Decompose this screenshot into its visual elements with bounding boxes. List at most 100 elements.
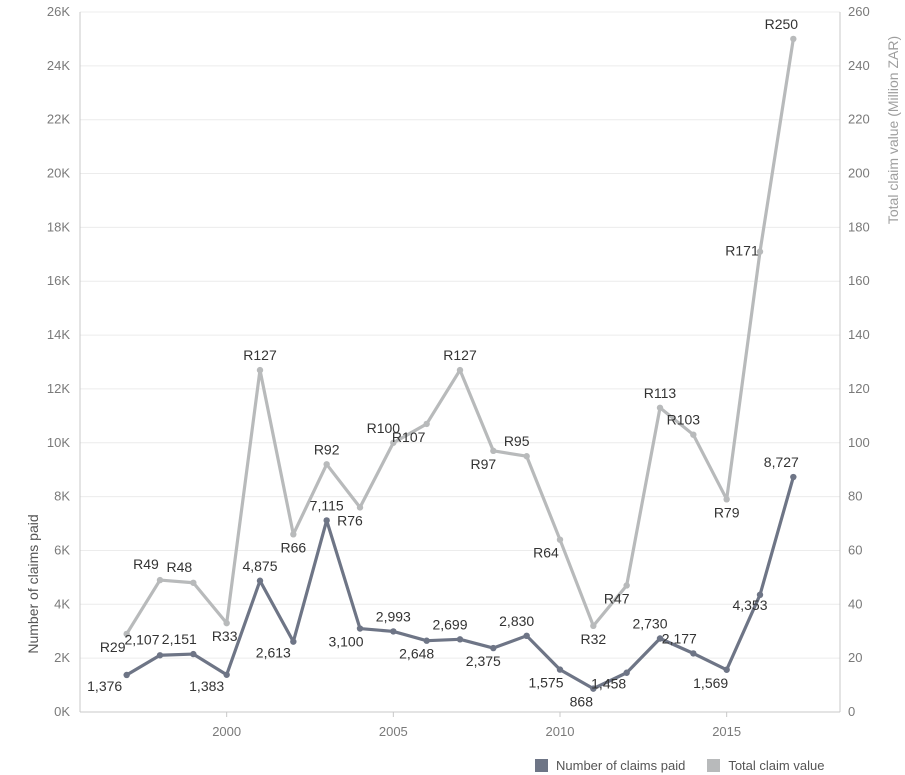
data-label-claims-count: 4,875 xyxy=(242,558,277,574)
data-point-claims-count xyxy=(290,638,297,645)
data-point-claims-count xyxy=(390,628,397,635)
y-left-tick-label: 14K xyxy=(47,327,70,342)
data-label-claim-value: R100 xyxy=(367,420,401,436)
data-point-claim-value xyxy=(723,496,730,503)
y-right-tick-label: 140 xyxy=(848,327,870,342)
y-right-tick-label: 100 xyxy=(848,435,870,450)
data-label-claim-value: R48 xyxy=(166,559,192,575)
data-point-claim-value xyxy=(223,619,230,627)
data-point-claim-value xyxy=(290,531,297,538)
data-point-claim-value xyxy=(123,630,130,638)
data-point-claims-count xyxy=(423,637,430,644)
data-label-claims-count: 3,100 xyxy=(328,634,363,650)
y-left-tick-label: 22K xyxy=(47,112,70,127)
data-point-claim-value xyxy=(456,366,464,374)
y-right-tick-label: 160 xyxy=(848,273,870,288)
data-label-claim-value: R103 xyxy=(667,412,701,428)
x-tick-label: 2010 xyxy=(546,724,575,739)
y-right-tick-label: 120 xyxy=(848,381,870,396)
data-point-claims-count xyxy=(323,517,330,524)
x-tick-label: 2005 xyxy=(379,724,408,739)
data-label-claims-count: 2,151 xyxy=(162,631,197,647)
data-point-claims-count xyxy=(556,666,564,673)
data-label-claims-count: 2,177 xyxy=(662,630,697,646)
y-left-tick-label: 6K xyxy=(54,542,70,557)
y-left-tick-label: 16K xyxy=(47,273,70,288)
data-point-claims-count xyxy=(756,591,764,599)
data-label-claims-count: 868 xyxy=(570,694,594,710)
data-labels: 1,376 2,107 2,151 1,383 4,875 2,613 7,115 3,100… xyxy=(87,16,799,710)
data-point-claims-count xyxy=(356,625,364,632)
data-label-claim-value: R76 xyxy=(337,512,363,528)
data-label-claim-value: R92 xyxy=(314,441,340,457)
left-axis-title: Number of claims paid xyxy=(25,514,41,653)
data-point-claim-value xyxy=(156,576,164,584)
legend-swatch-claims-count xyxy=(535,759,548,772)
data-point-claim-value xyxy=(556,536,564,543)
y-right-tick-label: 40 xyxy=(848,596,862,611)
data-label-claim-value: R29 xyxy=(100,639,126,655)
y-left-tick-label: 20K xyxy=(47,166,70,181)
data-label-claims-count: 2,730 xyxy=(632,616,667,632)
data-point-claims-count xyxy=(223,671,230,678)
y-left-tick-label: 18K xyxy=(47,219,70,234)
data-label-claims-count: 2,648 xyxy=(399,646,434,662)
data-label-claims-count: 2,830 xyxy=(499,613,534,629)
y-right-tick-label: 240 xyxy=(848,58,870,73)
data-label-claim-value: R79 xyxy=(714,504,740,520)
data-point-claims-count xyxy=(156,652,164,659)
data-point-claims-count xyxy=(590,685,597,692)
data-point-claims-count xyxy=(190,650,197,658)
data-point-claim-value xyxy=(756,248,764,255)
data-label-claim-value: R127 xyxy=(443,347,477,363)
data-label-claim-value: R250 xyxy=(765,16,799,32)
axes: 0K 2K 4K 6K 8K 10K 12K 14K 16K 18K 20K 22K 24K 26K 0 20… xyxy=(47,4,870,739)
right-axis-title: Total claim value (Million ZAR) xyxy=(885,36,901,224)
y-right-tick-label: 220 xyxy=(848,112,870,127)
data-point-claim-value xyxy=(623,582,630,589)
legend: Number of claims paid Total claim value xyxy=(535,758,824,773)
data-point-claim-value xyxy=(423,420,430,428)
data-label-claim-value: R32 xyxy=(580,631,606,647)
data-label-claims-count: 2,375 xyxy=(466,653,501,669)
data-point-claim-value xyxy=(256,366,264,374)
data-label-claims-count: 2,107 xyxy=(124,631,159,647)
series-line-claim-value xyxy=(125,38,795,635)
y-left-tick-label: 0K xyxy=(54,704,70,719)
data-label-claim-value: R171 xyxy=(725,243,759,259)
data-point-claim-value xyxy=(656,404,664,411)
y-left-tick-label: 2K xyxy=(54,650,70,665)
data-label-claim-value: R95 xyxy=(504,433,530,449)
data-label-claims-count: 1,376 xyxy=(87,678,122,694)
y-left-tick-label: 26K xyxy=(47,4,70,19)
data-point-claim-value xyxy=(523,453,530,460)
data-label-claim-value: R113 xyxy=(644,385,677,401)
legend-item-claim-value: Total claim value xyxy=(707,758,824,773)
series-line-claims-count xyxy=(125,476,795,691)
y-left-tick-label: 24K xyxy=(47,58,70,73)
y-right-tick-label: 260 xyxy=(848,4,870,19)
y-left-tick-label: 8K xyxy=(54,489,70,504)
data-label-claim-value: R49 xyxy=(133,556,159,572)
data-label-claims-count: 1,458 xyxy=(591,676,626,692)
data-point-claim-value xyxy=(356,504,364,511)
data-label-claims-count: 4,353 xyxy=(732,597,767,613)
data-point-claim-value xyxy=(323,461,330,468)
y-left-tick-label: 12K xyxy=(47,381,70,396)
data-label-claims-count: 1,575 xyxy=(528,675,563,691)
y-right-tick-label: 0 xyxy=(848,704,855,719)
gridlines xyxy=(80,11,840,713)
data-label-claim-value: R127 xyxy=(243,347,277,363)
data-label-claims-count: 2,613 xyxy=(256,645,291,661)
data-point-claims-count xyxy=(723,666,730,673)
data-point-claim-value xyxy=(390,439,397,446)
data-label-claim-value: R47 xyxy=(604,590,630,606)
y-right-tick-label: 180 xyxy=(848,219,870,234)
data-label-claims-count: 1,383 xyxy=(189,678,224,694)
data-point-claim-value xyxy=(490,447,497,455)
data-label-claims-count: 1,569 xyxy=(693,675,728,691)
data-point-claims-count xyxy=(623,669,630,676)
legend-swatch-claim-value xyxy=(707,759,721,772)
data-label-claims-count: 7,115 xyxy=(310,497,344,513)
